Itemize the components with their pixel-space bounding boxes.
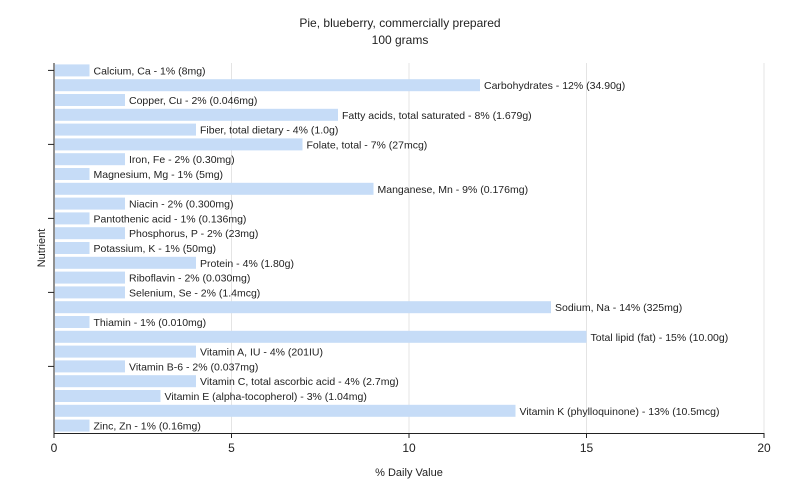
bar-label: Riboflavin - 2% (0.030mg)	[129, 273, 250, 285]
bar-label: Niacin - 2% (0.300mg)	[129, 199, 233, 211]
grid-layer	[231, 63, 765, 433]
bar-label: Thiamin - 1% (0.010mg)	[94, 317, 207, 329]
bar	[55, 182, 374, 195]
bar	[55, 390, 161, 402]
y-axis-title: Nutrient	[36, 229, 48, 268]
bar-label: Total lipid (fat) - 15% (10.00g)	[591, 332, 729, 344]
bar-label: Copper, Cu - 2% (0.046mg)	[129, 95, 257, 107]
bar-label: Sodium, Na - 14% (325mg)	[555, 302, 682, 314]
bar	[55, 316, 90, 328]
bar-label: Calcium, Ca - 1% (8mg)	[94, 65, 206, 77]
bar	[55, 330, 587, 343]
bar	[55, 286, 125, 299]
x-tick-label: 10	[402, 441, 416, 455]
bar-label: Manganese, Mn - 9% (0.176mg)	[378, 184, 529, 196]
bar	[55, 197, 125, 210]
bar	[55, 123, 196, 136]
bar-label: Selenium, Se - 2% (1.4mcg)	[129, 287, 260, 299]
bar-label: Magnesium, Mg - 1% (5mg)	[94, 169, 224, 181]
bar-label: Fatty acids, total saturated - 8% (1.679…	[342, 110, 532, 122]
chart-title: Pie, blueberry, commercially prepared	[299, 16, 501, 30]
x-tick-label: 15	[580, 441, 594, 455]
bar-label: Pantothenic acid - 1% (0.136mg)	[94, 213, 247, 225]
bar	[55, 227, 125, 240]
bar	[55, 212, 90, 225]
bar-label: Protein - 4% (1.80g)	[200, 258, 294, 270]
bar	[55, 419, 90, 432]
bar-label: Folate, total - 7% (27mcg)	[307, 139, 428, 151]
bar-label: Fiber, total dietary - 4% (1.0g)	[200, 125, 338, 137]
x-tick-label: 20	[757, 441, 771, 455]
bar	[55, 345, 196, 358]
bar	[55, 153, 125, 166]
bar	[55, 138, 303, 151]
x-tick-label: 0	[51, 441, 58, 455]
bar	[55, 242, 90, 254]
bar-label: Phosphorus, P - 2% (23mg)	[129, 228, 258, 240]
bar-label: Vitamin E (alpha-tocopherol) - 3% (1.04m…	[165, 391, 367, 403]
bar	[55, 404, 516, 417]
bar	[55, 256, 196, 269]
bar-label: Vitamin K (phylloquinone) - 13% (10.5mcg…	[520, 406, 720, 418]
bar-layer: Calcium, Ca - 1% (8mg) Carbohydrates - 12…	[55, 64, 729, 433]
axis-layer: 0 5 10 15 20	[48, 63, 771, 455]
chart-subtitle: 100 grams	[371, 33, 429, 47]
bar	[55, 94, 125, 106]
bar	[55, 168, 90, 180]
bar	[55, 271, 125, 284]
bar-label: Iron, Fe - 2% (0.30mg)	[129, 154, 235, 166]
bar	[55, 360, 125, 373]
bar-label: Vitamin A, IU - 4% (201IU)	[200, 347, 323, 359]
bar-label: Zinc, Zn - 1% (0.16mg)	[94, 421, 201, 433]
x-axis-title: % Daily Value	[375, 467, 443, 479]
bar-label: Carbohydrates - 12% (34.90g)	[484, 80, 625, 92]
bar-label: Vitamin B-6 - 2% (0.037mg)	[129, 361, 258, 373]
bar	[55, 64, 90, 77]
bar-label: Potassium, K - 1% (50mg)	[94, 243, 217, 255]
bar	[55, 108, 338, 121]
bar	[55, 301, 551, 314]
bar-label: Vitamin C, total ascorbic acid - 4% (2.7…	[200, 376, 399, 388]
bar	[55, 79, 480, 92]
x-tick-label: 5	[228, 441, 235, 455]
bar	[55, 375, 196, 388]
